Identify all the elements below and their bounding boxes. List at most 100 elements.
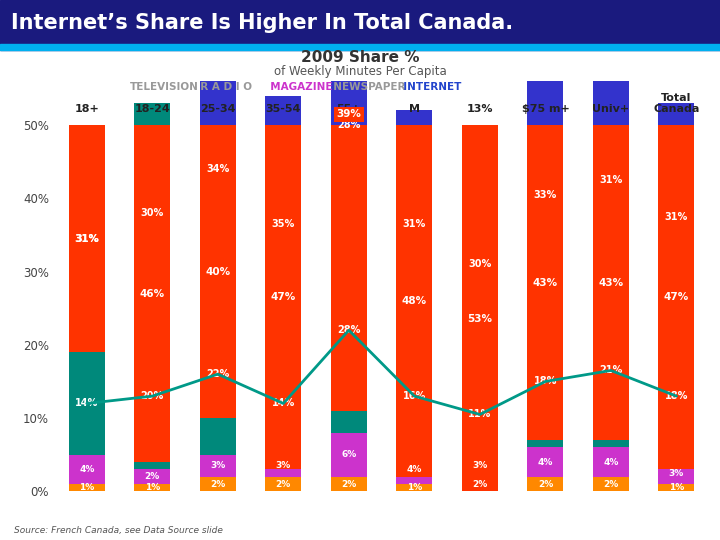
Text: 30%: 30% — [468, 259, 492, 269]
Bar — [68, 125, 105, 352]
Text: 20%: 20% — [140, 391, 164, 401]
Bar — [527, 477, 564, 491]
Text: 18%: 18% — [534, 376, 557, 387]
Text: 1%: 1% — [145, 483, 160, 492]
Bar — [68, 125, 105, 491]
Text: 2%: 2% — [538, 480, 553, 489]
Bar — [658, 330, 695, 462]
Bar — [462, 374, 498, 455]
Text: Source: French Canada, see Data Source slide: Source: French Canada, see Data Source s… — [14, 525, 223, 535]
Bar — [330, 22, 367, 227]
Bar — [134, 103, 171, 323]
Bar — [265, 352, 302, 455]
Text: 43%: 43% — [598, 278, 624, 287]
Text: 4%: 4% — [538, 457, 553, 467]
Text: 43%: 43% — [533, 278, 558, 287]
Bar — [593, 66, 629, 294]
Bar — [134, 469, 171, 484]
Text: 33%: 33% — [534, 190, 557, 200]
Text: 2%: 2% — [276, 480, 291, 489]
Bar — [134, 125, 171, 491]
Text: 4%: 4% — [407, 465, 422, 474]
Text: NEWSPAPER: NEWSPAPER — [326, 82, 405, 92]
Text: 31%: 31% — [665, 212, 688, 221]
Bar — [527, 315, 564, 448]
Bar — [658, 103, 695, 330]
Bar — [199, 44, 236, 294]
Bar — [527, 448, 564, 477]
Text: 3%: 3% — [210, 461, 225, 470]
Text: 11%: 11% — [468, 409, 492, 420]
Bar — [199, 477, 236, 491]
Bar — [396, 125, 433, 491]
Text: M: M — [409, 104, 420, 114]
Text: Total
Canada: Total Canada — [653, 93, 700, 114]
Text: 53%: 53% — [467, 314, 492, 324]
Text: 3%: 3% — [276, 461, 291, 470]
Text: 2%: 2% — [472, 480, 487, 489]
Text: 39%: 39% — [336, 109, 361, 119]
Bar — [265, 477, 302, 491]
Bar — [330, 125, 367, 491]
Bar — [396, 338, 433, 455]
Bar — [68, 455, 105, 484]
Bar — [330, 227, 367, 433]
Text: MAGAZINE: MAGAZINE — [263, 82, 332, 92]
Bar — [658, 462, 695, 484]
Text: 30%: 30% — [140, 208, 164, 218]
Bar — [199, 125, 236, 491]
Text: 4%: 4% — [79, 465, 94, 474]
Text: 2%: 2% — [145, 472, 160, 481]
Text: 31%: 31% — [402, 219, 426, 229]
Bar — [134, 484, 171, 491]
Text: 40%: 40% — [205, 267, 230, 276]
Text: 1%: 1% — [669, 483, 684, 492]
Text: 18-24: 18-24 — [135, 104, 170, 114]
Bar — [593, 448, 629, 477]
Text: 13%: 13% — [467, 104, 493, 114]
Text: 18+: 18+ — [74, 104, 99, 114]
Text: 3%: 3% — [472, 461, 487, 470]
Text: 31%: 31% — [599, 175, 623, 185]
Bar — [396, 125, 433, 477]
Text: Internet’s Share Is Higher In Total Canada.: Internet’s Share Is Higher In Total Cana… — [11, 13, 513, 33]
Text: INTERNET: INTERNET — [396, 82, 461, 92]
Bar — [462, 125, 498, 514]
Bar — [396, 455, 433, 484]
Text: 2%: 2% — [603, 480, 618, 489]
Bar — [330, 125, 367, 411]
Bar — [462, 455, 498, 477]
Bar — [68, 484, 105, 491]
Text: 1%: 1% — [79, 483, 94, 492]
Text: of Weekly Minutes Per Capita: of Weekly Minutes Per Capita — [274, 65, 446, 78]
Bar — [462, 154, 498, 374]
Bar — [593, 294, 629, 448]
Text: Univ+: Univ+ — [593, 104, 629, 114]
Bar — [0, 44, 720, 50]
Text: 16%: 16% — [402, 391, 426, 401]
Text: 2009 Share %: 2009 Share % — [301, 50, 419, 65]
Bar — [265, 125, 302, 491]
Text: 46%: 46% — [140, 288, 165, 299]
Bar — [330, 433, 367, 477]
Bar — [527, 125, 564, 491]
Bar — [199, 294, 236, 455]
Bar — [265, 455, 302, 477]
Text: 28%: 28% — [337, 325, 361, 335]
Bar — [265, 96, 302, 352]
Text: 31%: 31% — [75, 234, 99, 244]
Bar — [396, 484, 433, 491]
Text: 14%: 14% — [75, 399, 99, 408]
Text: 35%: 35% — [271, 219, 295, 229]
Bar — [593, 125, 629, 491]
Text: 2%: 2% — [341, 480, 356, 489]
Bar — [658, 125, 695, 469]
Bar — [658, 125, 695, 491]
Text: 18%: 18% — [665, 391, 688, 401]
Text: 31%: 31% — [74, 234, 99, 244]
Text: 35-54: 35-54 — [266, 104, 301, 114]
Text: 55+: 55+ — [336, 104, 361, 114]
Text: 47%: 47% — [271, 292, 296, 302]
Bar — [199, 455, 236, 477]
Bar — [68, 125, 105, 352]
